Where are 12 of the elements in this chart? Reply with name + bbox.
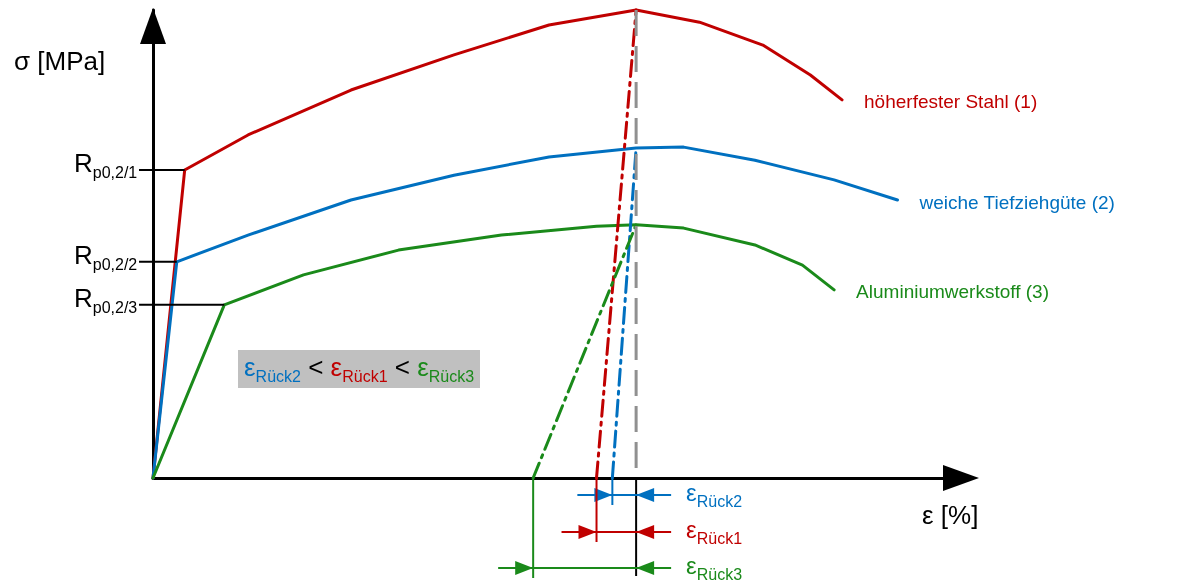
series-label: höherfester Stahl (1) <box>864 91 1038 113</box>
y-axis-title: σ [MPa] <box>14 46 106 77</box>
text: R$_{p0,2/1}$ <box>74 148 138 183</box>
annotation: ε$_{Rück2}$ < ε$_{Rück1}$ < ε$_{Rück3}$ <box>238 350 481 388</box>
x-axis-title: ε [%] <box>922 500 979 531</box>
text: R$_{p0,2/2}$ <box>74 239 138 274</box>
text: ε$_{Rück3}$ <box>686 552 743 580</box>
series-label: weiche Tiefziehgüte (2) <box>918 191 1115 213</box>
text: ε$_{Rück2}$ <box>686 479 743 511</box>
text: ε$_{Rück1}$ <box>686 516 743 548</box>
text: R$_{p0,2/3}$ <box>74 282 138 317</box>
series-label: Aluminiumwerkstoff (3) <box>856 281 1049 303</box>
